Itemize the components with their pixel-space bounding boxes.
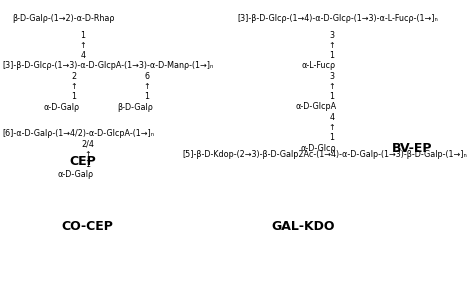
Text: ↑: ↑ [70,82,77,91]
Text: 3: 3 [329,72,334,81]
Text: α-D-Glcρ: α-D-Glcρ [301,144,337,153]
Text: ↑: ↑ [328,123,335,132]
Text: ↑: ↑ [144,82,150,91]
Text: ↑: ↑ [84,150,91,159]
Text: 4: 4 [329,113,334,122]
Text: CO-CEP: CO-CEP [62,220,114,233]
Text: α-D-Galρ: α-D-Galρ [44,103,80,112]
Text: α-D-GlcpA: α-D-GlcpA [296,102,337,112]
Text: 1: 1 [329,133,334,142]
Text: 2/4: 2/4 [81,140,94,149]
Text: CEP: CEP [70,155,96,168]
Text: GAL-KDO: GAL-KDO [272,220,335,233]
Text: 1: 1 [329,92,334,101]
Text: [5]-β-D-Kdop-(2→3)-β-D-Galp2Ac-(1→4)-α-D-Galp-(1→3)-β-D-Galp-(1→]ₙ: [5]-β-D-Kdop-(2→3)-β-D-Galp2Ac-(1→4)-α-D… [182,150,467,159]
Text: [3]-β-D-Glcρ-(1→4)-α-D-Glcρ-(1→3)-α-L-Fucρ-(1→]ₙ: [3]-β-D-Glcρ-(1→4)-α-D-Glcρ-(1→3)-α-L-Fu… [237,14,438,23]
Text: 1: 1 [85,160,90,169]
Text: β-D-Galρ: β-D-Galρ [117,103,153,112]
Text: 1: 1 [329,51,334,60]
Text: α-D-Galρ: α-D-Galρ [58,170,94,179]
Text: [6]-α-D-Galρ-(1→4/2)-α-D-GlcpA-(1→]ₙ: [6]-α-D-Galρ-(1→4/2)-α-D-GlcpA-(1→]ₙ [2,128,155,138]
Text: ↑: ↑ [328,41,335,50]
Text: α-L-Fucρ: α-L-Fucρ [301,61,336,70]
Text: 6: 6 [145,72,149,81]
Text: 1: 1 [81,31,85,40]
Text: ↑: ↑ [80,41,86,50]
Text: 3: 3 [329,31,334,40]
Text: 4: 4 [81,51,85,60]
Text: 1: 1 [145,92,149,101]
Text: 2: 2 [71,72,76,81]
Text: β-D-Galρ-(1→2)-α-D-Rhaρ: β-D-Galρ-(1→2)-α-D-Rhaρ [12,14,114,23]
Text: ↑: ↑ [328,82,335,91]
Text: [3]-β-D-Glcρ-(1→3)-α-D-GlcpA-(1→3)-α-D-Manρ-(1→]ₙ: [3]-β-D-Glcρ-(1→3)-α-D-GlcpA-(1→3)-α-D-M… [2,61,214,70]
Text: 1: 1 [71,92,76,101]
Text: BV-EP: BV-EP [392,142,433,155]
